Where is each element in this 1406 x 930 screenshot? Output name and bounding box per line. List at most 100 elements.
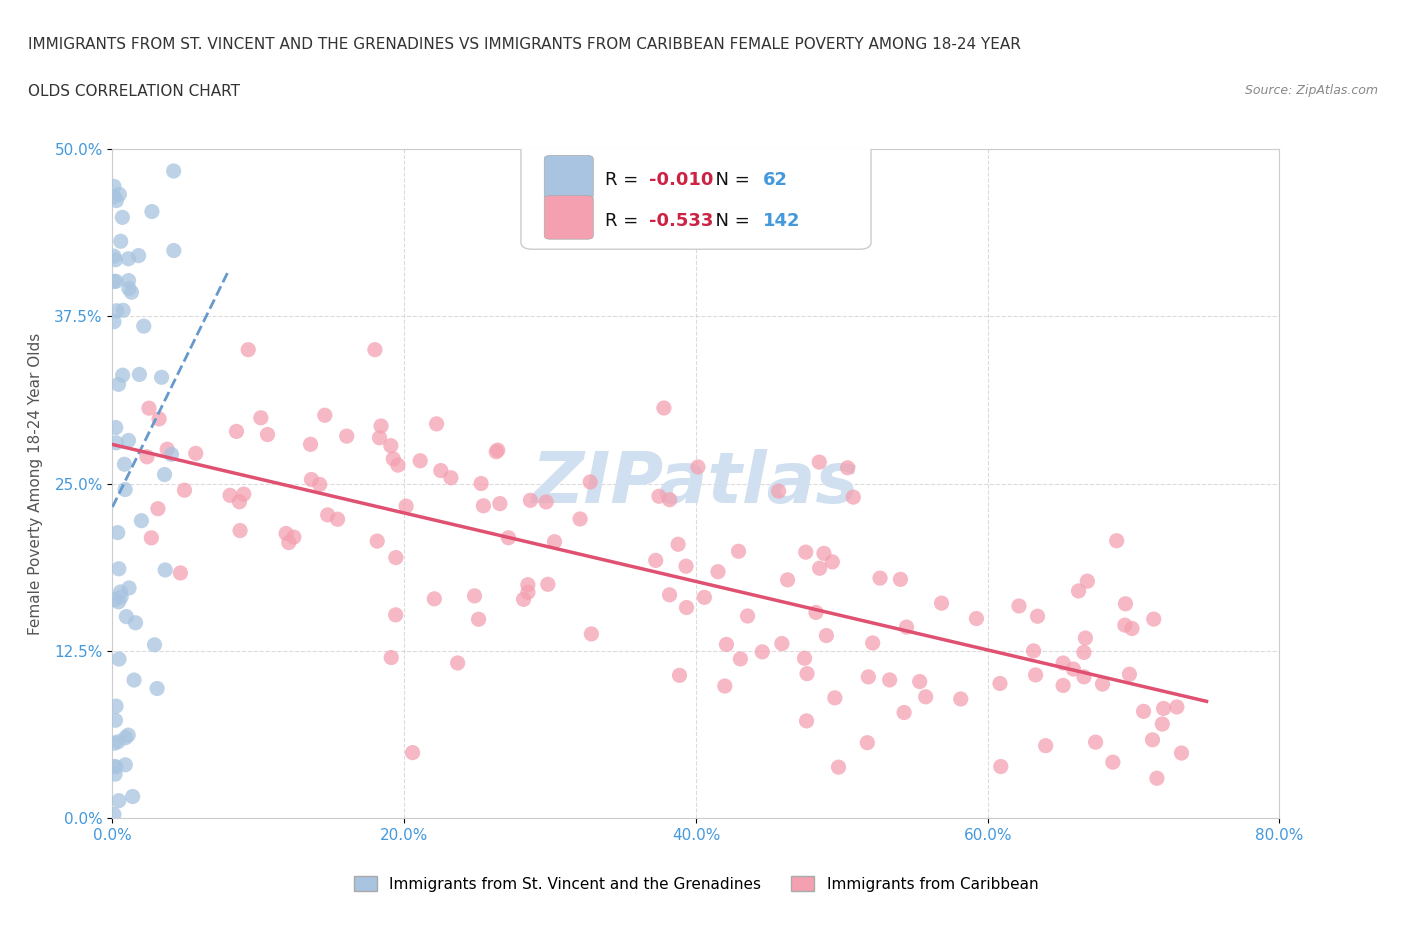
- Immigrants from Caribbean: [1067, 583, 1090, 598]
- Immigrants from St. Vincent and the Grenadines: [104, 420, 127, 435]
- Immigrants from St. Vincent and the Grenadines: [103, 248, 125, 263]
- Immigrants from Caribbean: [1132, 704, 1154, 719]
- Immigrants from Caribbean: [219, 488, 242, 503]
- Immigrants from St. Vincent and the Grenadines: [107, 594, 129, 609]
- Immigrants from Caribbean: [1074, 631, 1097, 645]
- Immigrants from St. Vincent and the Grenadines: [114, 730, 136, 745]
- Immigrants from Caribbean: [808, 561, 831, 576]
- Immigrants from Caribbean: [716, 637, 738, 652]
- Immigrants from Caribbean: [326, 512, 349, 526]
- Immigrants from St. Vincent and the Grenadines: [105, 303, 128, 318]
- Immigrants from St. Vincent and the Grenadines: [103, 736, 125, 751]
- Immigrants from St. Vincent and the Grenadines: [107, 377, 129, 392]
- Text: ZIPatlas: ZIPatlas: [533, 449, 859, 518]
- Immigrants from Caribbean: [858, 670, 880, 684]
- Immigrants from Caribbean: [804, 605, 827, 620]
- Immigrants from Caribbean: [156, 442, 179, 457]
- Immigrants from St. Vincent and the Grenadines: [150, 370, 173, 385]
- Immigrants from Caribbean: [316, 508, 339, 523]
- Immigrants from St. Vincent and the Grenadines: [117, 273, 139, 288]
- Immigrants from St. Vincent and the Grenadines: [153, 563, 176, 578]
- Immigrants from St. Vincent and the Grenadines: [118, 580, 141, 595]
- Immigrants from Caribbean: [1026, 609, 1049, 624]
- Immigrants from Caribbean: [815, 628, 838, 643]
- Immigrants from Caribbean: [336, 429, 359, 444]
- Immigrants from St. Vincent and the Grenadines: [114, 757, 136, 772]
- Immigrants from St. Vincent and the Grenadines: [146, 681, 169, 696]
- Immigrants from Caribbean: [1052, 678, 1074, 693]
- Immigrants from Caribbean: [1025, 668, 1047, 683]
- Immigrants from St. Vincent and the Grenadines: [128, 248, 150, 263]
- Immigrants from Caribbean: [169, 565, 191, 580]
- Immigrants from Caribbean: [1143, 612, 1166, 627]
- Immigrants from Caribbean: [1084, 735, 1107, 750]
- Immigrants from St. Vincent and the Grenadines: [114, 482, 136, 497]
- Y-axis label: Female Poverty Among 18-24 Year Olds: Female Poverty Among 18-24 Year Olds: [28, 333, 44, 635]
- Immigrants from Caribbean: [666, 537, 689, 551]
- Immigrants from Caribbean: [138, 401, 160, 416]
- Immigrants from Caribbean: [1146, 771, 1168, 786]
- Immigrants from Caribbean: [173, 483, 195, 498]
- Immigrants from Caribbean: [430, 463, 453, 478]
- Immigrants from Caribbean: [141, 530, 163, 545]
- Immigrants from St. Vincent and the Grenadines: [103, 314, 125, 329]
- Immigrants from Caribbean: [366, 534, 388, 549]
- Immigrants from Caribbean: [425, 417, 447, 432]
- Immigrants from Caribbean: [856, 736, 879, 751]
- Immigrants from St. Vincent and the Grenadines: [107, 735, 129, 750]
- Immigrants from Caribbean: [652, 401, 675, 416]
- Immigrants from St. Vincent and the Grenadines: [110, 233, 132, 248]
- Immigrants from Caribbean: [896, 619, 918, 634]
- Immigrants from Caribbean: [824, 690, 846, 705]
- Immigrants from Caribbean: [516, 578, 538, 592]
- Immigrants from St. Vincent and the Grenadines: [103, 190, 125, 205]
- Immigrants from Caribbean: [794, 545, 817, 560]
- Immigrants from St. Vincent and the Grenadines: [118, 281, 141, 296]
- Immigrants from Caribbean: [1121, 621, 1143, 636]
- Immigrants from Caribbean: [136, 449, 159, 464]
- Immigrants from Caribbean: [364, 342, 387, 357]
- Immigrants from Caribbean: [1052, 656, 1074, 671]
- Text: OLDS CORRELATION CHART: OLDS CORRELATION CHART: [28, 84, 240, 99]
- Immigrants from Caribbean: [1022, 644, 1045, 658]
- Immigrants from Caribbean: [225, 424, 247, 439]
- Immigrants from St. Vincent and the Grenadines: [163, 243, 186, 258]
- Immigrants from Caribbean: [498, 530, 520, 545]
- Immigrants from Caribbean: [146, 501, 169, 516]
- Immigrants from St. Vincent and the Grenadines: [110, 590, 132, 604]
- Immigrants from Caribbean: [447, 656, 470, 671]
- Immigrants from Caribbean: [579, 474, 602, 489]
- Immigrants from Caribbean: [401, 745, 423, 760]
- Immigrants from Caribbean: [658, 588, 681, 603]
- Immigrants from Caribbean: [463, 589, 485, 604]
- Immigrants from Caribbean: [658, 492, 681, 507]
- Immigrants from St. Vincent and the Grenadines: [111, 367, 134, 382]
- Immigrants from Caribbean: [537, 577, 560, 591]
- Immigrants from St. Vincent and the Grenadines: [108, 793, 131, 808]
- Immigrants from St. Vincent and the Grenadines: [105, 193, 128, 208]
- Immigrants from Caribbean: [308, 477, 330, 492]
- Immigrants from St. Vincent and the Grenadines: [121, 789, 143, 804]
- Immigrants from Caribbean: [238, 342, 260, 357]
- Immigrants from Caribbean: [1152, 717, 1174, 732]
- Immigrants from St. Vincent and the Grenadines: [111, 210, 134, 225]
- FancyBboxPatch shape: [520, 139, 870, 249]
- Immigrants from Caribbean: [470, 476, 492, 491]
- Immigrants from Caribbean: [668, 668, 690, 683]
- Immigrants from Caribbean: [1073, 670, 1095, 684]
- Immigrants from St. Vincent and the Grenadines: [131, 513, 153, 528]
- Text: N =: N =: [704, 212, 755, 230]
- Immigrants from St. Vincent and the Grenadines: [103, 179, 125, 193]
- Immigrants from Caribbean: [869, 571, 891, 586]
- Immigrants from Caribbean: [387, 458, 409, 472]
- Immigrants from St. Vincent and the Grenadines: [104, 252, 127, 267]
- Immigrants from Caribbean: [423, 591, 446, 606]
- Immigrants from Caribbean: [395, 498, 418, 513]
- Immigrants from Caribbean: [1166, 699, 1188, 714]
- Immigrants from Caribbean: [467, 612, 489, 627]
- Immigrants from St. Vincent and the Grenadines: [110, 585, 132, 600]
- Immigrants from St. Vincent and the Grenadines: [105, 435, 128, 450]
- Immigrants from Caribbean: [648, 489, 671, 504]
- Immigrants from Caribbean: [988, 676, 1011, 691]
- Text: R =: R =: [605, 171, 644, 190]
